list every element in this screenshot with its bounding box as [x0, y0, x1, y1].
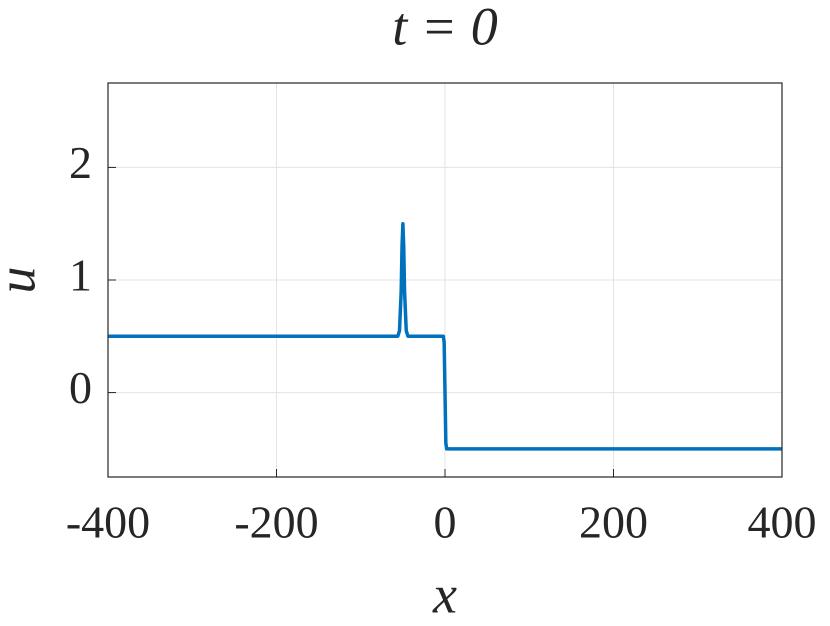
x-tick-label: -400: [66, 497, 150, 548]
x-tick-label: -200: [234, 497, 318, 548]
data-line: [108, 221, 782, 451]
y-tick-label: 1: [69, 250, 92, 301]
x-axis-label: x: [432, 564, 457, 624]
x-tick-label: 400: [748, 497, 817, 548]
x-tick-label: 200: [579, 497, 648, 548]
y-axis-label: u: [0, 267, 46, 294]
chart-title: t = 0: [392, 0, 497, 56]
axes-box: [107, 82, 783, 478]
y-tick-label: 0: [69, 362, 92, 413]
y-tick-label: 2: [69, 137, 92, 188]
x-tick-label: 0: [434, 497, 457, 548]
